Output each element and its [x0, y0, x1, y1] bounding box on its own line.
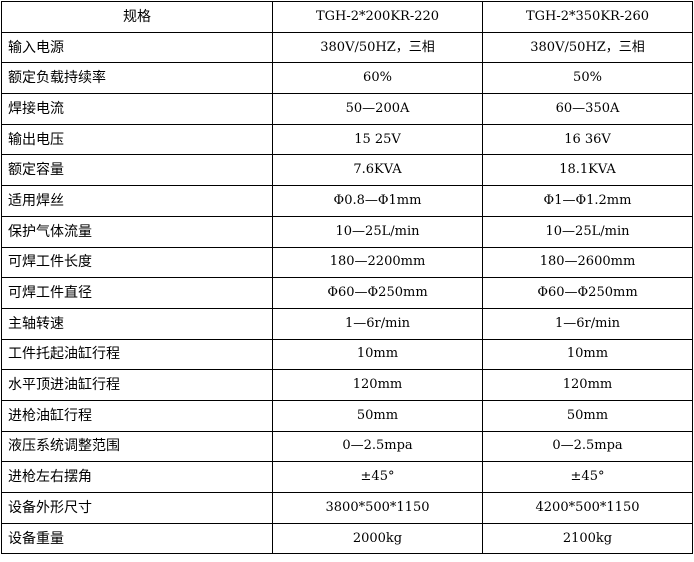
table-row: 可焊工件长度 180—2200mm 180—2600mm	[1, 246, 693, 279]
table-row: 输入电源 380V/50HZ，三相 380V/50HZ，三相	[1, 31, 693, 64]
row-value-model-1: 15 25V	[272, 123, 483, 156]
row-value-model-2: 50mm	[482, 399, 693, 432]
row-label: 进枪左右摆角	[1, 461, 273, 493]
header-spec-label: 规格	[1, 1, 273, 33]
table-row: 设备外形尺寸 3800*500*1150 4200*500*1150	[1, 492, 693, 524]
header-model-1: TGH-2*200KR-220	[272, 1, 483, 33]
row-label: 保护气体流量	[1, 215, 273, 248]
table-row: 可焊工件直径 Φ60—Φ250mm Φ60—Φ250mm	[1, 277, 693, 309]
row-value-model-2: ±45°	[482, 461, 693, 493]
table-row: 额定容量 7.6KVA 18.1KVA	[1, 154, 693, 187]
table-row: 输出电压 15 25V 16 36V	[1, 123, 693, 156]
row-label: 可焊工件长度	[1, 246, 273, 279]
row-label: 输出电压	[1, 123, 273, 156]
table-row: 液压系统调整范围 0—2.5mpa 0—2.5mpa	[1, 430, 693, 463]
row-value-model-1: 7.6KVA	[272, 154, 483, 187]
row-value-model-2: 60—350A	[482, 93, 693, 125]
table-row: 工件托起油缸行程 10mm 10mm	[1, 338, 693, 371]
row-value-model-1: 50—200A	[272, 93, 483, 125]
table-row: 焊接电流 50—200A 60—350A	[1, 93, 693, 125]
row-value-model-1: 60%	[272, 62, 483, 95]
row-value-model-2: 16 36V	[482, 123, 693, 156]
row-label: 输入电源	[1, 31, 273, 64]
row-label: 可焊工件直径	[1, 277, 273, 309]
row-value-model-1: 120mm	[272, 369, 483, 401]
row-value-model-1: Φ60—Φ250mm	[272, 277, 483, 309]
row-value-model-2: 10mm	[482, 338, 693, 371]
row-value-model-1: 50mm	[272, 399, 483, 432]
row-label: 设备重量	[1, 522, 273, 555]
row-value-model-2: 10—25L/min	[482, 215, 693, 248]
row-label: 焊接电流	[1, 93, 273, 125]
table-row: 水平顶进油缸行程 120mm 120mm	[1, 369, 693, 401]
row-label: 主轴转速	[1, 307, 273, 340]
row-label: 进枪油缸行程	[1, 399, 273, 432]
table-row: 进枪左右摆角 ±45° ±45°	[1, 461, 693, 493]
header-row: 规格 TGH-2*200KR-220 TGH-2*350KR-260	[1, 1, 693, 33]
row-value-model-2: 1—6r/min	[482, 307, 693, 340]
row-label: 额定容量	[1, 154, 273, 187]
row-label: 工件托起油缸行程	[1, 338, 273, 371]
header-model-2: TGH-2*350KR-260	[482, 1, 693, 33]
row-value-model-1: 1—6r/min	[272, 307, 483, 340]
row-label: 设备外形尺寸	[1, 492, 273, 524]
row-value-model-2: 180—2600mm	[482, 246, 693, 279]
row-value-model-2: Φ60—Φ250mm	[482, 277, 693, 309]
row-value-model-2: 0—2.5mpa	[482, 430, 693, 463]
table-row: 适用焊丝 Φ0.8—Φ1mm Φ1—Φ1.2mm	[1, 185, 693, 217]
row-value-model-2: 4200*500*1150	[482, 492, 693, 524]
row-label: 适用焊丝	[1, 185, 273, 217]
row-label: 额定负载持续率	[1, 62, 273, 95]
row-value-model-2: Φ1—Φ1.2mm	[482, 185, 693, 217]
row-label: 水平顶进油缸行程	[1, 369, 273, 401]
table-row: 主轴转速 1—6r/min 1—6r/min	[1, 307, 693, 340]
row-value-model-1: 3800*500*1150	[272, 492, 483, 524]
row-value-model-2: 18.1KVA	[482, 154, 693, 187]
row-value-model-2: 120mm	[482, 369, 693, 401]
row-value-model-2: 380V/50HZ，三相	[482, 31, 693, 64]
row-value-model-1: 180—2200mm	[272, 246, 483, 279]
row-value-model-2: 50%	[482, 62, 693, 95]
row-value-model-2: 2100kg	[482, 522, 693, 555]
table-row: 保护气体流量 10—25L/min 10—25L/min	[1, 215, 693, 248]
row-value-model-1: 10—25L/min	[272, 215, 483, 248]
row-label: 液压系统调整范围	[1, 430, 273, 463]
row-value-model-1: 0—2.5mpa	[272, 430, 483, 463]
table-row: 进枪油缸行程 50mm 50mm	[1, 399, 693, 432]
row-value-model-1: 2000kg	[272, 522, 483, 555]
row-value-model-1: Φ0.8—Φ1mm	[272, 185, 483, 217]
table-row: 设备重量 2000kg 2100kg	[1, 522, 693, 555]
row-value-model-1: 10mm	[272, 338, 483, 371]
row-value-model-1: 380V/50HZ，三相	[272, 31, 483, 64]
table-row: 额定负载持续率 60% 50%	[1, 62, 693, 95]
row-value-model-1: ±45°	[272, 461, 483, 493]
